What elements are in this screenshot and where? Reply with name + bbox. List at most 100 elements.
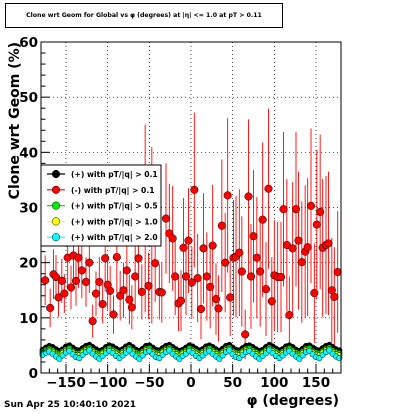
data-point — [71, 276, 81, 285]
y-tick-label: 50 — [19, 90, 38, 106]
x-tick-label: 150 — [302, 375, 330, 391]
data-point — [312, 220, 321, 229]
data-point — [112, 253, 121, 262]
legend-label: (+) with pT/|q| > 1.0 — [71, 217, 158, 227]
legend-label: (+) with pT/|q| > 2.0 — [71, 233, 158, 243]
legend-label: (+) with pT/|q| > 0.1 — [71, 170, 158, 180]
data-point — [276, 272, 286, 282]
x-tick-label: −150 — [46, 375, 86, 391]
legend-label: (+) with pT/|q| > 0.5 — [71, 202, 158, 212]
x-axis-title: φ (degrees) — [247, 393, 339, 409]
data-point — [101, 254, 110, 263]
y-axis-title: Clone wrt Geom (%) — [7, 42, 23, 199]
data-point — [211, 295, 221, 304]
data-point — [109, 310, 118, 319]
data-point — [214, 304, 223, 313]
data-point — [196, 304, 206, 314]
y-tick-label: 60 — [19, 35, 38, 51]
data-point — [261, 285, 271, 294]
legend: (+) with pT/|q| > 0.1 (-) with pT/|q| > 0… — [40, 164, 162, 247]
legend-label: (-) with pT/|q| > 0.1 — [71, 186, 155, 196]
data-point — [303, 243, 312, 252]
data-point — [244, 192, 253, 201]
data-point — [46, 303, 55, 312]
data-point — [91, 289, 101, 298]
x-tick-label: 50 — [223, 375, 242, 391]
data-point — [85, 258, 94, 267]
data-point — [179, 243, 188, 252]
data-point — [249, 232, 258, 241]
data-point — [241, 330, 250, 339]
data-point — [88, 317, 97, 326]
data-point — [161, 214, 171, 223]
x-tick-label: −50 — [134, 375, 164, 391]
data-point — [333, 267, 342, 277]
data-point — [294, 236, 303, 245]
data-point — [226, 347, 233, 354]
axis-ticks — [41, 41, 334, 374]
data-point — [74, 253, 83, 262]
data-point — [119, 286, 128, 295]
data-point — [291, 205, 301, 214]
y-tick-label: 0 — [29, 366, 38, 382]
data-point — [171, 272, 180, 281]
chart-title: Clone wrt Geom for Global vs φ (degrees)… — [26, 12, 262, 19]
data-point — [252, 253, 261, 262]
legend-entries: (+) with pT/|q| > 0.1 (-) with pT/|q| > 0… — [47, 169, 158, 243]
data-point — [223, 191, 232, 200]
data-point — [279, 205, 288, 214]
data-point — [106, 286, 115, 295]
data-point — [297, 258, 306, 267]
data-point — [221, 258, 230, 267]
legend-swatch-marker — [51, 217, 61, 226]
data-point — [51, 272, 61, 282]
data-point — [235, 248, 244, 257]
y-tick-label: 40 — [19, 145, 38, 161]
data-point — [316, 207, 325, 216]
data-point — [184, 236, 193, 245]
legend-swatch-marker — [51, 169, 61, 179]
data-point — [246, 272, 256, 281]
datestamp: Sun Apr 25 10:40:10 2021 — [4, 400, 137, 410]
legend-swatch-marker — [51, 201, 61, 210]
data-point — [267, 297, 276, 306]
x-tick-label: 100 — [260, 375, 288, 391]
data-point — [208, 241, 217, 250]
data-point — [144, 281, 153, 290]
data-point — [176, 296, 186, 305]
data-point — [168, 234, 177, 243]
y-tick-label: 20 — [19, 256, 38, 272]
data-point — [310, 288, 319, 298]
data-point — [137, 287, 146, 296]
data-point — [157, 288, 166, 297]
data-point — [285, 311, 294, 320]
data-point — [181, 272, 191, 281]
data-point — [151, 259, 160, 268]
data-point — [127, 303, 136, 312]
data-point — [81, 277, 91, 287]
legend-swatch-marker — [51, 233, 61, 242]
data-point — [77, 266, 86, 275]
data-point — [54, 293, 63, 302]
data-point — [41, 276, 50, 285]
data-point — [206, 282, 215, 291]
data-point — [66, 283, 76, 292]
data-point — [187, 278, 196, 287]
data-point — [60, 289, 69, 298]
data-point — [324, 239, 333, 248]
data-point — [217, 221, 226, 230]
x-tick-label: 0 — [186, 375, 195, 391]
data-point — [125, 295, 134, 304]
data-point — [237, 267, 246, 276]
data-point — [122, 266, 131, 275]
x-tick-label: −100 — [88, 375, 128, 391]
data-point — [202, 272, 211, 281]
data-point — [193, 274, 202, 283]
tick-labels: −150 −100 −50 0 50 100 150 0 10 20 30 40 50 60 — [19, 35, 330, 391]
data-point — [306, 201, 316, 210]
data-point — [190, 185, 199, 194]
data-point — [288, 244, 297, 253]
data-point — [258, 215, 267, 224]
y-tick-label: 10 — [19, 311, 38, 327]
